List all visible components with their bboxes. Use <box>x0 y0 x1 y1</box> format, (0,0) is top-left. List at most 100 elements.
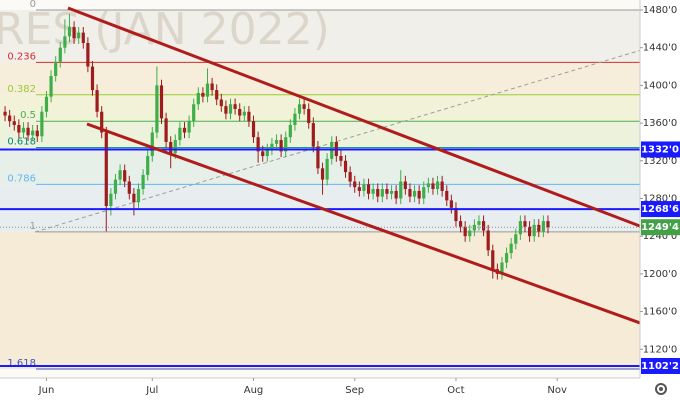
fib-levels: 0 0.236 0.382 0.5 0.618 0.786 1 1.618 <box>7 0 640 370</box>
candle-body <box>532 224 536 237</box>
fib-label: 0 <box>30 0 36 10</box>
candle-body <box>3 111 7 116</box>
candle-body <box>164 118 168 142</box>
watermark: RES (JAN 2022) <box>0 4 330 55</box>
candle-body <box>31 130 35 136</box>
candle-body <box>288 124 292 138</box>
candle-body <box>35 130 39 137</box>
candle-body <box>118 170 122 180</box>
candle-body <box>504 253 509 263</box>
fib-zone <box>0 121 640 148</box>
x-tick-label: Nov <box>547 385 567 396</box>
candle-body <box>445 190 449 201</box>
trend-line <box>86 122 669 335</box>
price-label: 1332'0 <box>641 144 679 155</box>
candle-body <box>146 156 150 175</box>
price-label-box <box>641 219 680 236</box>
x-tick-label: Oct <box>447 385 464 396</box>
x-tick-label: Jun <box>38 385 55 396</box>
fib-zone <box>0 62 640 95</box>
candle-body <box>307 108 311 124</box>
candle-body <box>320 168 325 180</box>
x-tick-label: Jul <box>145 385 158 396</box>
candle-body <box>58 47 62 62</box>
trend-line <box>67 6 646 230</box>
candle-body <box>270 143 274 150</box>
candle-body <box>141 174 145 190</box>
candle-body <box>49 75 53 97</box>
candle-body <box>90 66 95 91</box>
candle-body <box>435 181 440 190</box>
candle-body <box>178 127 182 141</box>
fib-zone <box>0 231 640 370</box>
candle-body <box>63 36 67 48</box>
candle-body <box>463 226 467 237</box>
candle-body <box>136 189 141 203</box>
candle-body <box>182 127 187 133</box>
candle-body <box>21 127 26 133</box>
price-label: 1102'2 <box>641 361 679 372</box>
candle-body <box>417 190 421 199</box>
settings-icon[interactable] <box>655 383 667 395</box>
candle-body <box>468 230 472 237</box>
candle-body <box>357 187 361 191</box>
y-tick-label: 1200'0 <box>643 269 678 280</box>
candle-body <box>155 85 159 133</box>
candle-body <box>339 156 343 161</box>
candle-body <box>297 104 302 114</box>
candle-body <box>127 181 131 194</box>
y-tick-label: 1240'0 <box>643 231 678 242</box>
candle-body <box>242 111 246 116</box>
candle-body <box>431 183 435 190</box>
candle-body <box>412 190 417 197</box>
candle-body <box>440 181 444 191</box>
fib-label: 1 <box>30 221 36 232</box>
candle-body <box>458 221 463 227</box>
candle-body <box>362 184 366 191</box>
candle-body <box>399 181 403 199</box>
candle-body <box>123 170 127 182</box>
y-tick-label: 1360'0 <box>643 118 678 129</box>
candle-body <box>486 230 490 251</box>
candle-body <box>311 123 315 147</box>
candle-body <box>394 190 398 199</box>
candle-body <box>104 132 108 207</box>
fib-label: 0.618 <box>7 137 36 148</box>
candle-body <box>518 221 522 235</box>
candle-body <box>316 146 320 169</box>
candle-body <box>81 32 85 43</box>
candle-body <box>376 189 380 197</box>
y-tick-label: 1120'0 <box>643 344 678 355</box>
candle-body <box>132 193 136 203</box>
x-tick-label: Aug <box>244 385 264 396</box>
candle-body <box>86 42 90 67</box>
candle-body <box>67 26 72 37</box>
gear[interactable] <box>655 383 667 395</box>
candle-body <box>219 99 223 107</box>
candle-body <box>40 111 44 137</box>
candle-body <box>256 137 260 152</box>
candle-body <box>481 221 486 231</box>
fib-label: 0.236 <box>7 51 36 62</box>
candle-body <box>343 160 348 173</box>
fib-label: 0.382 <box>7 84 36 95</box>
candle-body <box>95 90 99 112</box>
y-tick-label: 1280'0 <box>643 193 678 204</box>
candle-body <box>491 250 495 270</box>
candle-body <box>509 243 513 254</box>
y-tick-label: 1320'0 <box>643 156 678 167</box>
candle-body <box>261 151 265 157</box>
candle-body <box>210 83 214 91</box>
fib-zone <box>0 94 640 122</box>
candle-body <box>247 111 251 122</box>
gear-center[interactable] <box>659 387 663 391</box>
fib-label: 0.5 <box>20 110 36 121</box>
candle-body <box>477 221 481 225</box>
x-tick-label: Sep <box>345 385 364 396</box>
candle-body <box>72 26 76 39</box>
candle-body <box>449 200 453 208</box>
candle-body <box>12 121 16 125</box>
candle-body <box>196 92 200 105</box>
candle-body <box>150 132 154 157</box>
candle-body <box>100 111 104 133</box>
